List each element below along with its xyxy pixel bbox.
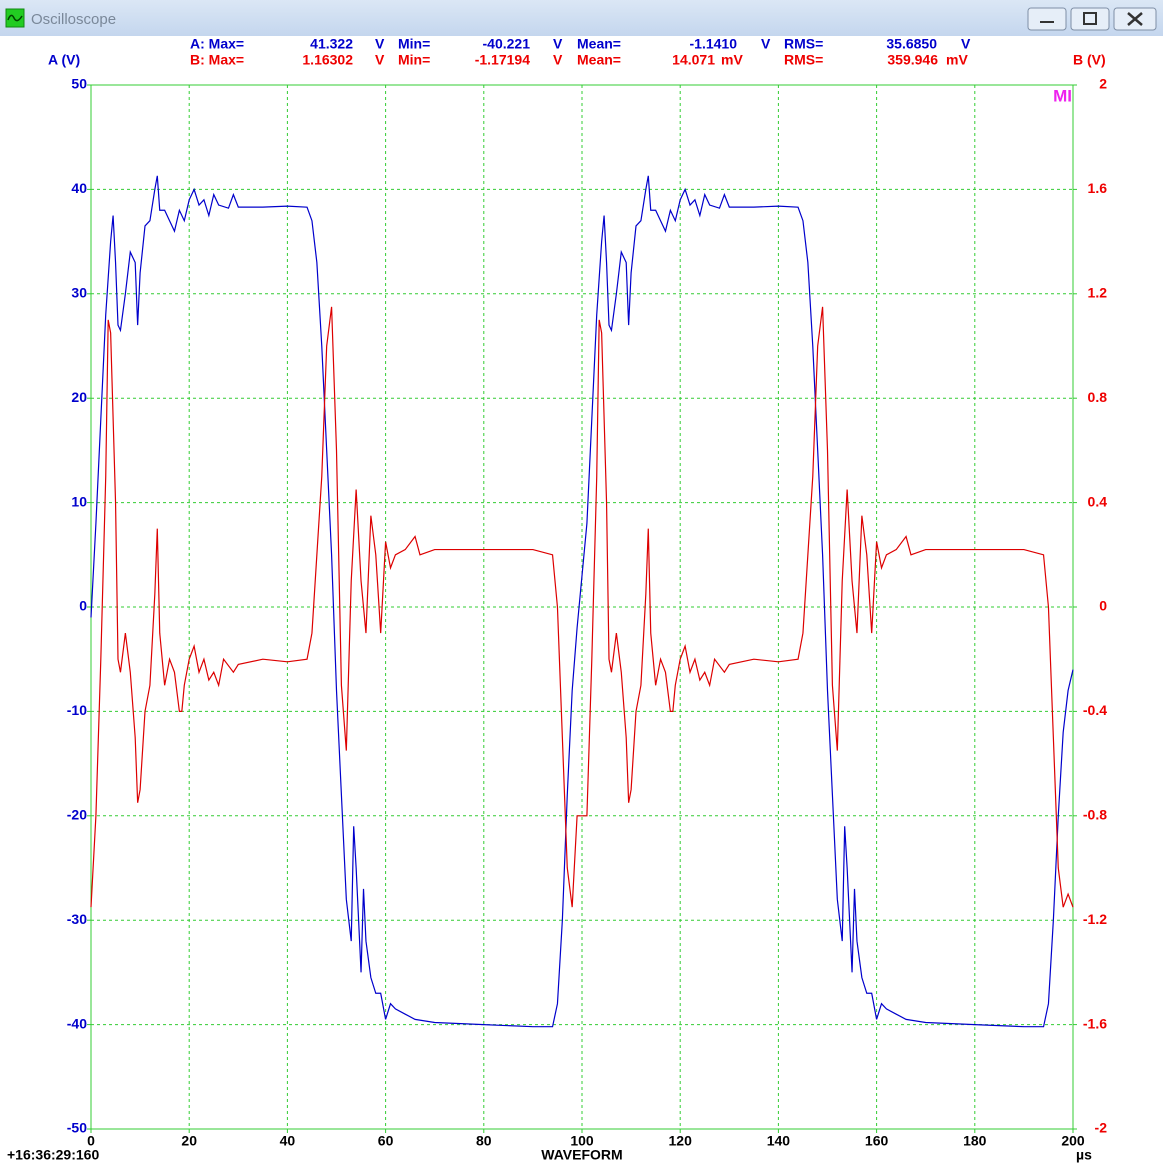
stat-value: 35.6850 (886, 36, 937, 52)
x-tick-label: 80 (476, 1133, 492, 1149)
x-tick-label: 200 (1061, 1133, 1085, 1149)
y2-tick-label: 0 (1099, 598, 1107, 614)
x-tick-label: 60 (378, 1133, 394, 1149)
y2-tick-label: -0.8 (1083, 807, 1107, 823)
y2-tick-label: -1.6 (1083, 1015, 1107, 1031)
close-icon (1127, 12, 1143, 26)
stat-value: -1.1410 (690, 36, 738, 52)
stat-value: -40.221 (483, 36, 531, 52)
stat-label: Min= (398, 36, 430, 52)
x-axis-label: WAVEFORM (541, 1147, 622, 1163)
stat-label: Min= (398, 52, 430, 68)
x-tick-label: 120 (669, 1133, 693, 1149)
y-tick-label: 30 (71, 285, 87, 301)
y2-tick-label: -1.2 (1083, 911, 1107, 927)
stat-label: RMS= (784, 52, 823, 68)
y-tick-label: 10 (71, 493, 87, 509)
stat-value: 359.946 (887, 52, 938, 68)
x-tick-label: 140 (767, 1133, 791, 1149)
y-tick-label: 0 (79, 598, 87, 614)
app-icon (5, 8, 25, 28)
y-tick-label: 20 (71, 389, 87, 405)
stat-label: Mean= (577, 52, 621, 68)
y-tick-label: -40 (67, 1015, 87, 1031)
stat-label: B: Max= (190, 52, 244, 68)
x-tick-label: 180 (963, 1133, 987, 1149)
y2-tick-label: 1.2 (1088, 285, 1108, 301)
stat-unit: V (761, 36, 771, 52)
y2-tick-label: 0.8 (1088, 389, 1108, 405)
stat-label: RMS= (784, 36, 823, 52)
x-tick-label: 100 (570, 1133, 594, 1149)
stat-unit: V (553, 52, 563, 68)
y-tick-label: -20 (67, 807, 87, 823)
x-tick-label: 160 (865, 1133, 889, 1149)
y2-tick-label: 0.4 (1088, 493, 1108, 509)
y-tick-label: 40 (71, 180, 87, 196)
stat-unit: mV (946, 52, 968, 68)
window-title: Oscilloscope (31, 11, 116, 28)
x-tick-label: 20 (181, 1133, 197, 1149)
minimize-button[interactable] (1027, 7, 1067, 31)
y-tick-label: 50 (71, 76, 87, 92)
marker-label: MI (1053, 86, 1072, 105)
y2-tick-label: -0.4 (1083, 702, 1107, 718)
stat-unit: mV (721, 52, 743, 68)
stat-label: A: Max= (190, 36, 244, 52)
app-icon-wave (7, 14, 23, 22)
maximize-icon (1083, 12, 1097, 25)
stat-value: -1.17194 (475, 52, 530, 68)
y2-axis-label: B (V) (1073, 52, 1106, 68)
stat-unit: V (375, 52, 385, 68)
timestamp: +16:36:29:160 (7, 1147, 99, 1163)
x-unit: µs (1076, 1147, 1092, 1163)
waveform-a (90, 175, 1074, 1028)
y-axis-label: A (V) (48, 52, 80, 68)
stat-unit: V (375, 36, 385, 52)
y2-tick-label: 2 (1099, 76, 1107, 92)
x-tick-label: 40 (280, 1133, 296, 1149)
stat-value: 14.071 (672, 52, 715, 68)
y2-tick-label: -2 (1095, 1120, 1108, 1136)
y-tick-label: -30 (67, 911, 87, 927)
maximize-button[interactable] (1070, 7, 1110, 31)
x-tick-label: 0 (87, 1133, 95, 1149)
stat-unit: V (961, 36, 971, 52)
title-bar (0, 0, 1163, 36)
y-tick-label: -10 (67, 702, 87, 718)
stat-value: 41.322 (310, 36, 353, 52)
y-tick-label: -50 (67, 1120, 87, 1136)
y2-tick-label: 1.6 (1088, 180, 1108, 196)
waveform-b (90, 306, 1074, 908)
stat-label: Mean= (577, 36, 621, 52)
stat-unit: V (553, 36, 563, 52)
stat-value: 1.16302 (302, 52, 353, 68)
